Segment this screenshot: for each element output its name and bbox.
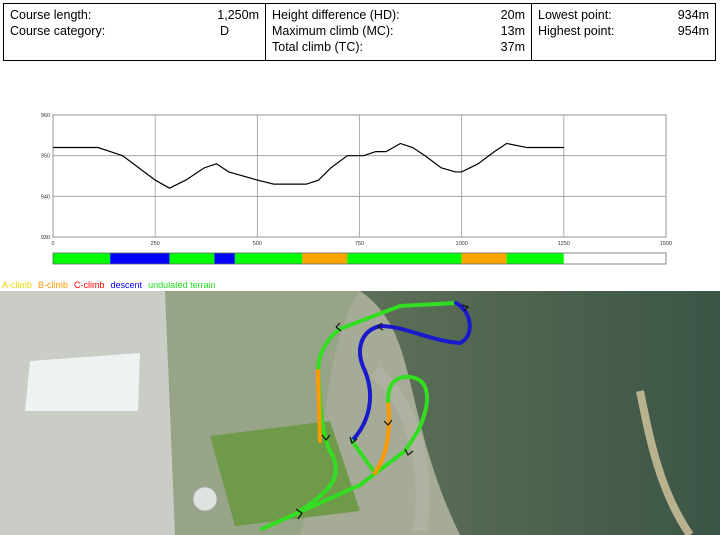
stat-row-lowest-point: Lowest point: 934m — [538, 8, 709, 22]
stat-row-course-length: Course length: 1,250m — [10, 8, 259, 22]
route-climb-2 — [316, 369, 322, 443]
x-tick-label: 1500 — [660, 241, 672, 247]
arrow-icon — [404, 448, 414, 456]
arrow-icon — [349, 436, 358, 445]
course-aerial-map[interactable] — [0, 291, 720, 535]
stat-row-highest-point: Highest point: 954m — [538, 24, 709, 38]
climb-segment — [347, 253, 462, 264]
climb-bar-border — [52, 252, 667, 265]
forest-area — [360, 291, 720, 535]
y-tick-label: 950 — [41, 154, 50, 160]
elevation-profile-chart: 0 250 500 750 1000 1250 1500 930 940 950 960 — [41, 113, 672, 265]
elevation-line — [53, 142, 564, 189]
course-route[interactable] — [260, 301, 472, 531]
legend-descent: descent — [110, 280, 143, 290]
x-tick-label: 500 — [253, 241, 262, 247]
climb-segment — [53, 253, 111, 264]
x-tick-label: 1000 — [456, 241, 468, 247]
stats-col-climb: Height difference (HD): 20m Maximum climb… — [266, 4, 532, 60]
x-tick-label: 0 — [51, 241, 54, 247]
arrow-icon — [461, 304, 470, 312]
arrow-icon — [295, 508, 303, 520]
stat-row-maximum-climb: Maximum climb (MC): 13m — [272, 24, 525, 38]
route-green-2 — [316, 301, 458, 373]
climb-segment — [234, 253, 303, 264]
snow-area — [0, 291, 175, 535]
x-tick-label: 750 — [355, 241, 364, 247]
y-tick-label: 930 — [41, 235, 50, 241]
y-tick-label: 940 — [41, 194, 50, 200]
route-climb-1 — [373, 399, 391, 475]
legend-c-climb: C-climb — [74, 280, 105, 290]
climb-segment — [214, 253, 235, 264]
legend-undulated-terrain: undulated terrain — [148, 280, 216, 290]
stat-row-course-category: Course category: D — [10, 24, 229, 38]
climb-segment — [563, 253, 666, 264]
climb-segment — [461, 253, 507, 264]
route-descent-2 — [350, 324, 462, 443]
arrow-icon — [383, 419, 393, 426]
ski-jump-hill — [25, 353, 140, 411]
route-finish-segment — [260, 449, 407, 531]
direction-arrows — [295, 304, 470, 520]
route-descent-1 — [454, 301, 472, 345]
route-green-3 — [350, 439, 377, 475]
course-stats-table: Course length: 1,250m Course category: D H… — [3, 3, 716, 61]
arrow-icon — [377, 322, 384, 331]
x-tick-label: 1250 — [558, 241, 570, 247]
y-tick-label: 960 — [41, 113, 50, 119]
climb-segment — [302, 253, 348, 264]
route-green-4 — [386, 374, 430, 453]
climb-segment — [169, 253, 215, 264]
climb-segment — [506, 253, 564, 264]
stats-col-elevation: Lowest point: 934m Highest point: 954m — [532, 4, 715, 60]
climb-legend: A-climb B-climb C-climb descent undulated te… — [2, 280, 222, 290]
stats-col-length: Course length: 1,250m Course category: D — [4, 4, 266, 60]
arrow-icon — [335, 322, 342, 332]
climb-segment — [110, 253, 170, 264]
legend-b-climb: B-climb — [38, 280, 69, 290]
legend-a-climb: A-climb — [2, 280, 33, 290]
x-tick-label: 250 — [151, 241, 160, 247]
river-bed — [636, 390, 694, 535]
stat-row-height-difference: Height difference (HD): 20m — [272, 8, 525, 22]
arrow-icon — [321, 434, 331, 441]
round-building — [192, 486, 218, 512]
stat-row-total-climb: Total climb (TC): 37m — [272, 40, 525, 54]
